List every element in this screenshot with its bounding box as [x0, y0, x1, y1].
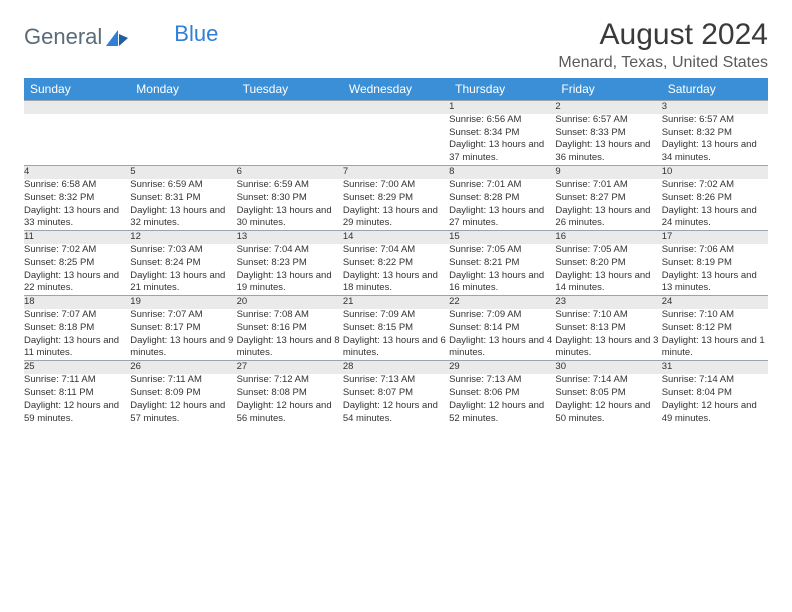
- title-block: August 2024 Menard, Texas, United States: [558, 18, 768, 72]
- sail-icon: [104, 28, 130, 48]
- day-number: 13: [237, 231, 343, 244]
- header: General Blue August 2024 Menard, Texas, …: [24, 18, 768, 72]
- day-number-row: 123: [24, 101, 768, 114]
- day-detail: [24, 114, 130, 166]
- weekday-header-row: Sunday Monday Tuesday Wednesday Thursday…: [24, 78, 768, 101]
- day-detail: Sunrise: 7:02 AM Sunset: 8:26 PM Dayligh…: [662, 179, 768, 231]
- day-detail: Sunrise: 7:05 AM Sunset: 8:21 PM Dayligh…: [449, 244, 555, 296]
- day-detail: Sunrise: 7:00 AM Sunset: 8:29 PM Dayligh…: [343, 179, 449, 231]
- day-detail: Sunrise: 7:01 AM Sunset: 8:27 PM Dayligh…: [555, 179, 661, 231]
- day-number: 9: [555, 166, 661, 179]
- weekday-header: Saturday: [662, 78, 768, 101]
- day-detail-row: Sunrise: 7:07 AM Sunset: 8:18 PM Dayligh…: [24, 309, 768, 361]
- calendar-page: General Blue August 2024 Menard, Texas, …: [0, 0, 792, 435]
- brand-logo: General Blue: [24, 24, 218, 50]
- day-number: 11: [24, 231, 130, 244]
- day-number-row: 25262728293031: [24, 361, 768, 374]
- day-number: 17: [662, 231, 768, 244]
- day-detail: Sunrise: 6:59 AM Sunset: 8:31 PM Dayligh…: [130, 179, 236, 231]
- brand-part1: General: [24, 24, 102, 50]
- day-number: 16: [555, 231, 661, 244]
- day-detail: Sunrise: 7:11 AM Sunset: 8:09 PM Dayligh…: [130, 374, 236, 425]
- day-detail: Sunrise: 7:13 AM Sunset: 8:07 PM Dayligh…: [343, 374, 449, 425]
- day-number: [237, 101, 343, 114]
- day-detail: Sunrise: 7:13 AM Sunset: 8:06 PM Dayligh…: [449, 374, 555, 425]
- day-number: 28: [343, 361, 449, 374]
- day-detail: Sunrise: 7:06 AM Sunset: 8:19 PM Dayligh…: [662, 244, 768, 296]
- day-number: 26: [130, 361, 236, 374]
- day-detail: Sunrise: 7:09 AM Sunset: 8:14 PM Dayligh…: [449, 309, 555, 361]
- brand-part2: Blue: [174, 21, 218, 47]
- day-detail: Sunrise: 7:10 AM Sunset: 8:13 PM Dayligh…: [555, 309, 661, 361]
- day-detail: Sunrise: 7:08 AM Sunset: 8:16 PM Dayligh…: [237, 309, 343, 361]
- weekday-header: Monday: [130, 78, 236, 101]
- day-number: 24: [662, 296, 768, 309]
- calendar-body: 123 Sunrise: 6:56 AM Sunset: 8:34 PM Day…: [24, 101, 768, 426]
- day-number-row: 45678910: [24, 166, 768, 179]
- day-detail: Sunrise: 7:09 AM Sunset: 8:15 PM Dayligh…: [343, 309, 449, 361]
- day-detail: Sunrise: 7:14 AM Sunset: 8:05 PM Dayligh…: [555, 374, 661, 425]
- day-number: 1: [449, 101, 555, 114]
- day-number: 29: [449, 361, 555, 374]
- day-detail-row: Sunrise: 6:58 AM Sunset: 8:32 PM Dayligh…: [24, 179, 768, 231]
- day-detail-row: Sunrise: 6:56 AM Sunset: 8:34 PM Dayligh…: [24, 114, 768, 166]
- weekday-header: Wednesday: [343, 78, 449, 101]
- day-number-row: 11121314151617: [24, 231, 768, 244]
- day-number: 3: [662, 101, 768, 114]
- day-number: 23: [555, 296, 661, 309]
- day-number: [24, 101, 130, 114]
- location: Menard, Texas, United States: [558, 54, 768, 72]
- day-detail: Sunrise: 7:07 AM Sunset: 8:18 PM Dayligh…: [24, 309, 130, 361]
- day-detail: Sunrise: 7:12 AM Sunset: 8:08 PM Dayligh…: [237, 374, 343, 425]
- weekday-header: Sunday: [24, 78, 130, 101]
- day-number: 25: [24, 361, 130, 374]
- day-number: 31: [662, 361, 768, 374]
- day-number: 5: [130, 166, 236, 179]
- day-number: 15: [449, 231, 555, 244]
- day-number: 14: [343, 231, 449, 244]
- day-number-row: 18192021222324: [24, 296, 768, 309]
- day-number: 19: [130, 296, 236, 309]
- day-number: [130, 101, 236, 114]
- month-title: August 2024: [558, 18, 768, 52]
- day-number: 18: [24, 296, 130, 309]
- day-number: 20: [237, 296, 343, 309]
- day-number: 27: [237, 361, 343, 374]
- weekday-header: Friday: [555, 78, 661, 101]
- day-number: 7: [343, 166, 449, 179]
- day-detail: Sunrise: 7:11 AM Sunset: 8:11 PM Dayligh…: [24, 374, 130, 425]
- day-detail-row: Sunrise: 7:02 AM Sunset: 8:25 PM Dayligh…: [24, 244, 768, 296]
- day-detail: Sunrise: 6:58 AM Sunset: 8:32 PM Dayligh…: [24, 179, 130, 231]
- day-detail: Sunrise: 7:10 AM Sunset: 8:12 PM Dayligh…: [662, 309, 768, 361]
- day-number: 4: [24, 166, 130, 179]
- day-detail: Sunrise: 6:56 AM Sunset: 8:34 PM Dayligh…: [449, 114, 555, 166]
- day-detail: [237, 114, 343, 166]
- day-detail: Sunrise: 7:04 AM Sunset: 8:22 PM Dayligh…: [343, 244, 449, 296]
- weekday-header: Tuesday: [237, 78, 343, 101]
- day-number: [343, 101, 449, 114]
- day-number: 12: [130, 231, 236, 244]
- day-number: 8: [449, 166, 555, 179]
- day-detail: Sunrise: 7:02 AM Sunset: 8:25 PM Dayligh…: [24, 244, 130, 296]
- weekday-header: Thursday: [449, 78, 555, 101]
- day-number: 22: [449, 296, 555, 309]
- day-number: 6: [237, 166, 343, 179]
- day-detail: Sunrise: 6:57 AM Sunset: 8:33 PM Dayligh…: [555, 114, 661, 166]
- day-detail: Sunrise: 6:59 AM Sunset: 8:30 PM Dayligh…: [237, 179, 343, 231]
- day-detail: Sunrise: 7:07 AM Sunset: 8:17 PM Dayligh…: [130, 309, 236, 361]
- day-detail-row: Sunrise: 7:11 AM Sunset: 8:11 PM Dayligh…: [24, 374, 768, 425]
- day-number: 2: [555, 101, 661, 114]
- day-detail: Sunrise: 7:14 AM Sunset: 8:04 PM Dayligh…: [662, 374, 768, 425]
- day-detail: Sunrise: 7:03 AM Sunset: 8:24 PM Dayligh…: [130, 244, 236, 296]
- day-detail: [343, 114, 449, 166]
- day-detail: Sunrise: 7:04 AM Sunset: 8:23 PM Dayligh…: [237, 244, 343, 296]
- day-number: 10: [662, 166, 768, 179]
- day-detail: Sunrise: 6:57 AM Sunset: 8:32 PM Dayligh…: [662, 114, 768, 166]
- day-detail: Sunrise: 7:05 AM Sunset: 8:20 PM Dayligh…: [555, 244, 661, 296]
- day-number: 30: [555, 361, 661, 374]
- day-detail: [130, 114, 236, 166]
- day-number: 21: [343, 296, 449, 309]
- day-detail: Sunrise: 7:01 AM Sunset: 8:28 PM Dayligh…: [449, 179, 555, 231]
- calendar-table: Sunday Monday Tuesday Wednesday Thursday…: [24, 78, 768, 425]
